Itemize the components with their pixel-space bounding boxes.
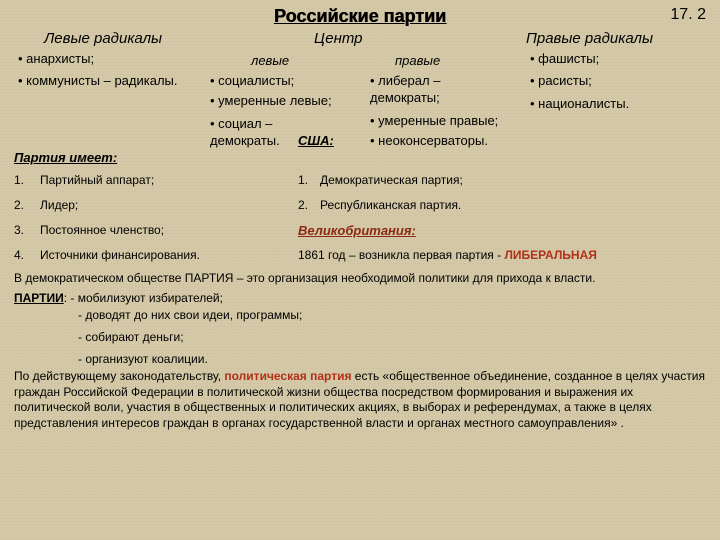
cright-item: демократы;: [370, 90, 440, 105]
cleft-item: демократы.: [210, 133, 280, 148]
right-item: • расисты;: [530, 73, 592, 88]
right-item: • фашисты;: [530, 51, 599, 66]
law-highlight: политическая партия: [224, 369, 351, 383]
parties-label: ПАРТИИ: [14, 291, 64, 305]
definition: В демократическом обществе ПАРТИЯ – это …: [14, 271, 706, 285]
cright-item: • либерал –: [370, 73, 440, 88]
has-item: Постоянное членство;: [40, 223, 164, 237]
uk-highlight: ЛИБЕРАЛЬНАЯ: [504, 248, 596, 262]
has-num: 4.: [14, 248, 24, 262]
has-item: Лидер;: [40, 198, 78, 212]
col-right-radicals: Правые радикалы: [526, 30, 653, 47]
uk-line: 1861 год – возникла первая партия - ЛИБЕ…: [298, 248, 597, 262]
cleft-item: • социалисты;: [210, 73, 294, 88]
cright-item: • неоконсерваторы.: [370, 133, 488, 148]
cleft-item: • социал –: [210, 116, 272, 131]
has-num: 1.: [14, 173, 24, 187]
uk-text: 1861 год – возникла первая партия -: [298, 248, 504, 262]
usa-num: 2.: [298, 198, 308, 212]
has-num: 2.: [14, 198, 24, 212]
usa-title: США:: [298, 133, 334, 148]
cleft-item: • умеренные левые;: [210, 93, 332, 108]
usa-num: 1.: [298, 173, 308, 187]
col-center: Центр: [314, 30, 363, 47]
has-item: Партийный аппарат;: [40, 173, 154, 187]
cright-item: • умеренные правые;: [370, 113, 498, 128]
col-center-left: левые: [251, 53, 289, 68]
bullet-text: - собирают деньги;: [14, 330, 706, 344]
left-item: • анархисты;: [18, 51, 94, 66]
bullet-text: - организуют коалиции.: [14, 352, 706, 366]
left-item: • коммунисты – радикалы.: [18, 73, 178, 88]
law-paragraph: По действующему законодательству, полити…: [14, 369, 706, 431]
parties-line: ПАРТИИ: - мобилизуют избирателей;: [14, 291, 706, 305]
page-title: Российские партии: [0, 0, 720, 27]
uk-title: Великобритания:: [298, 223, 416, 238]
page-number: 17. 2: [670, 6, 706, 24]
usa-item: Республиканская партия.: [320, 198, 461, 212]
col-left-radicals: Левые радикалы: [44, 30, 162, 47]
law-text: По действующему законодательству,: [14, 369, 224, 383]
right-item: • националисты.: [530, 96, 629, 111]
bullet-text: : - мобилизуют избирателей;: [64, 291, 223, 305]
party-has-title: Партия имеет:: [14, 150, 117, 165]
usa-item: Демократическая партия;: [320, 173, 463, 187]
col-center-right: правые: [395, 53, 440, 68]
has-item: Источники финансирования.: [40, 248, 200, 262]
bullet-text: - доводят до них свои идеи, программы;: [14, 308, 706, 322]
has-num: 3.: [14, 223, 24, 237]
